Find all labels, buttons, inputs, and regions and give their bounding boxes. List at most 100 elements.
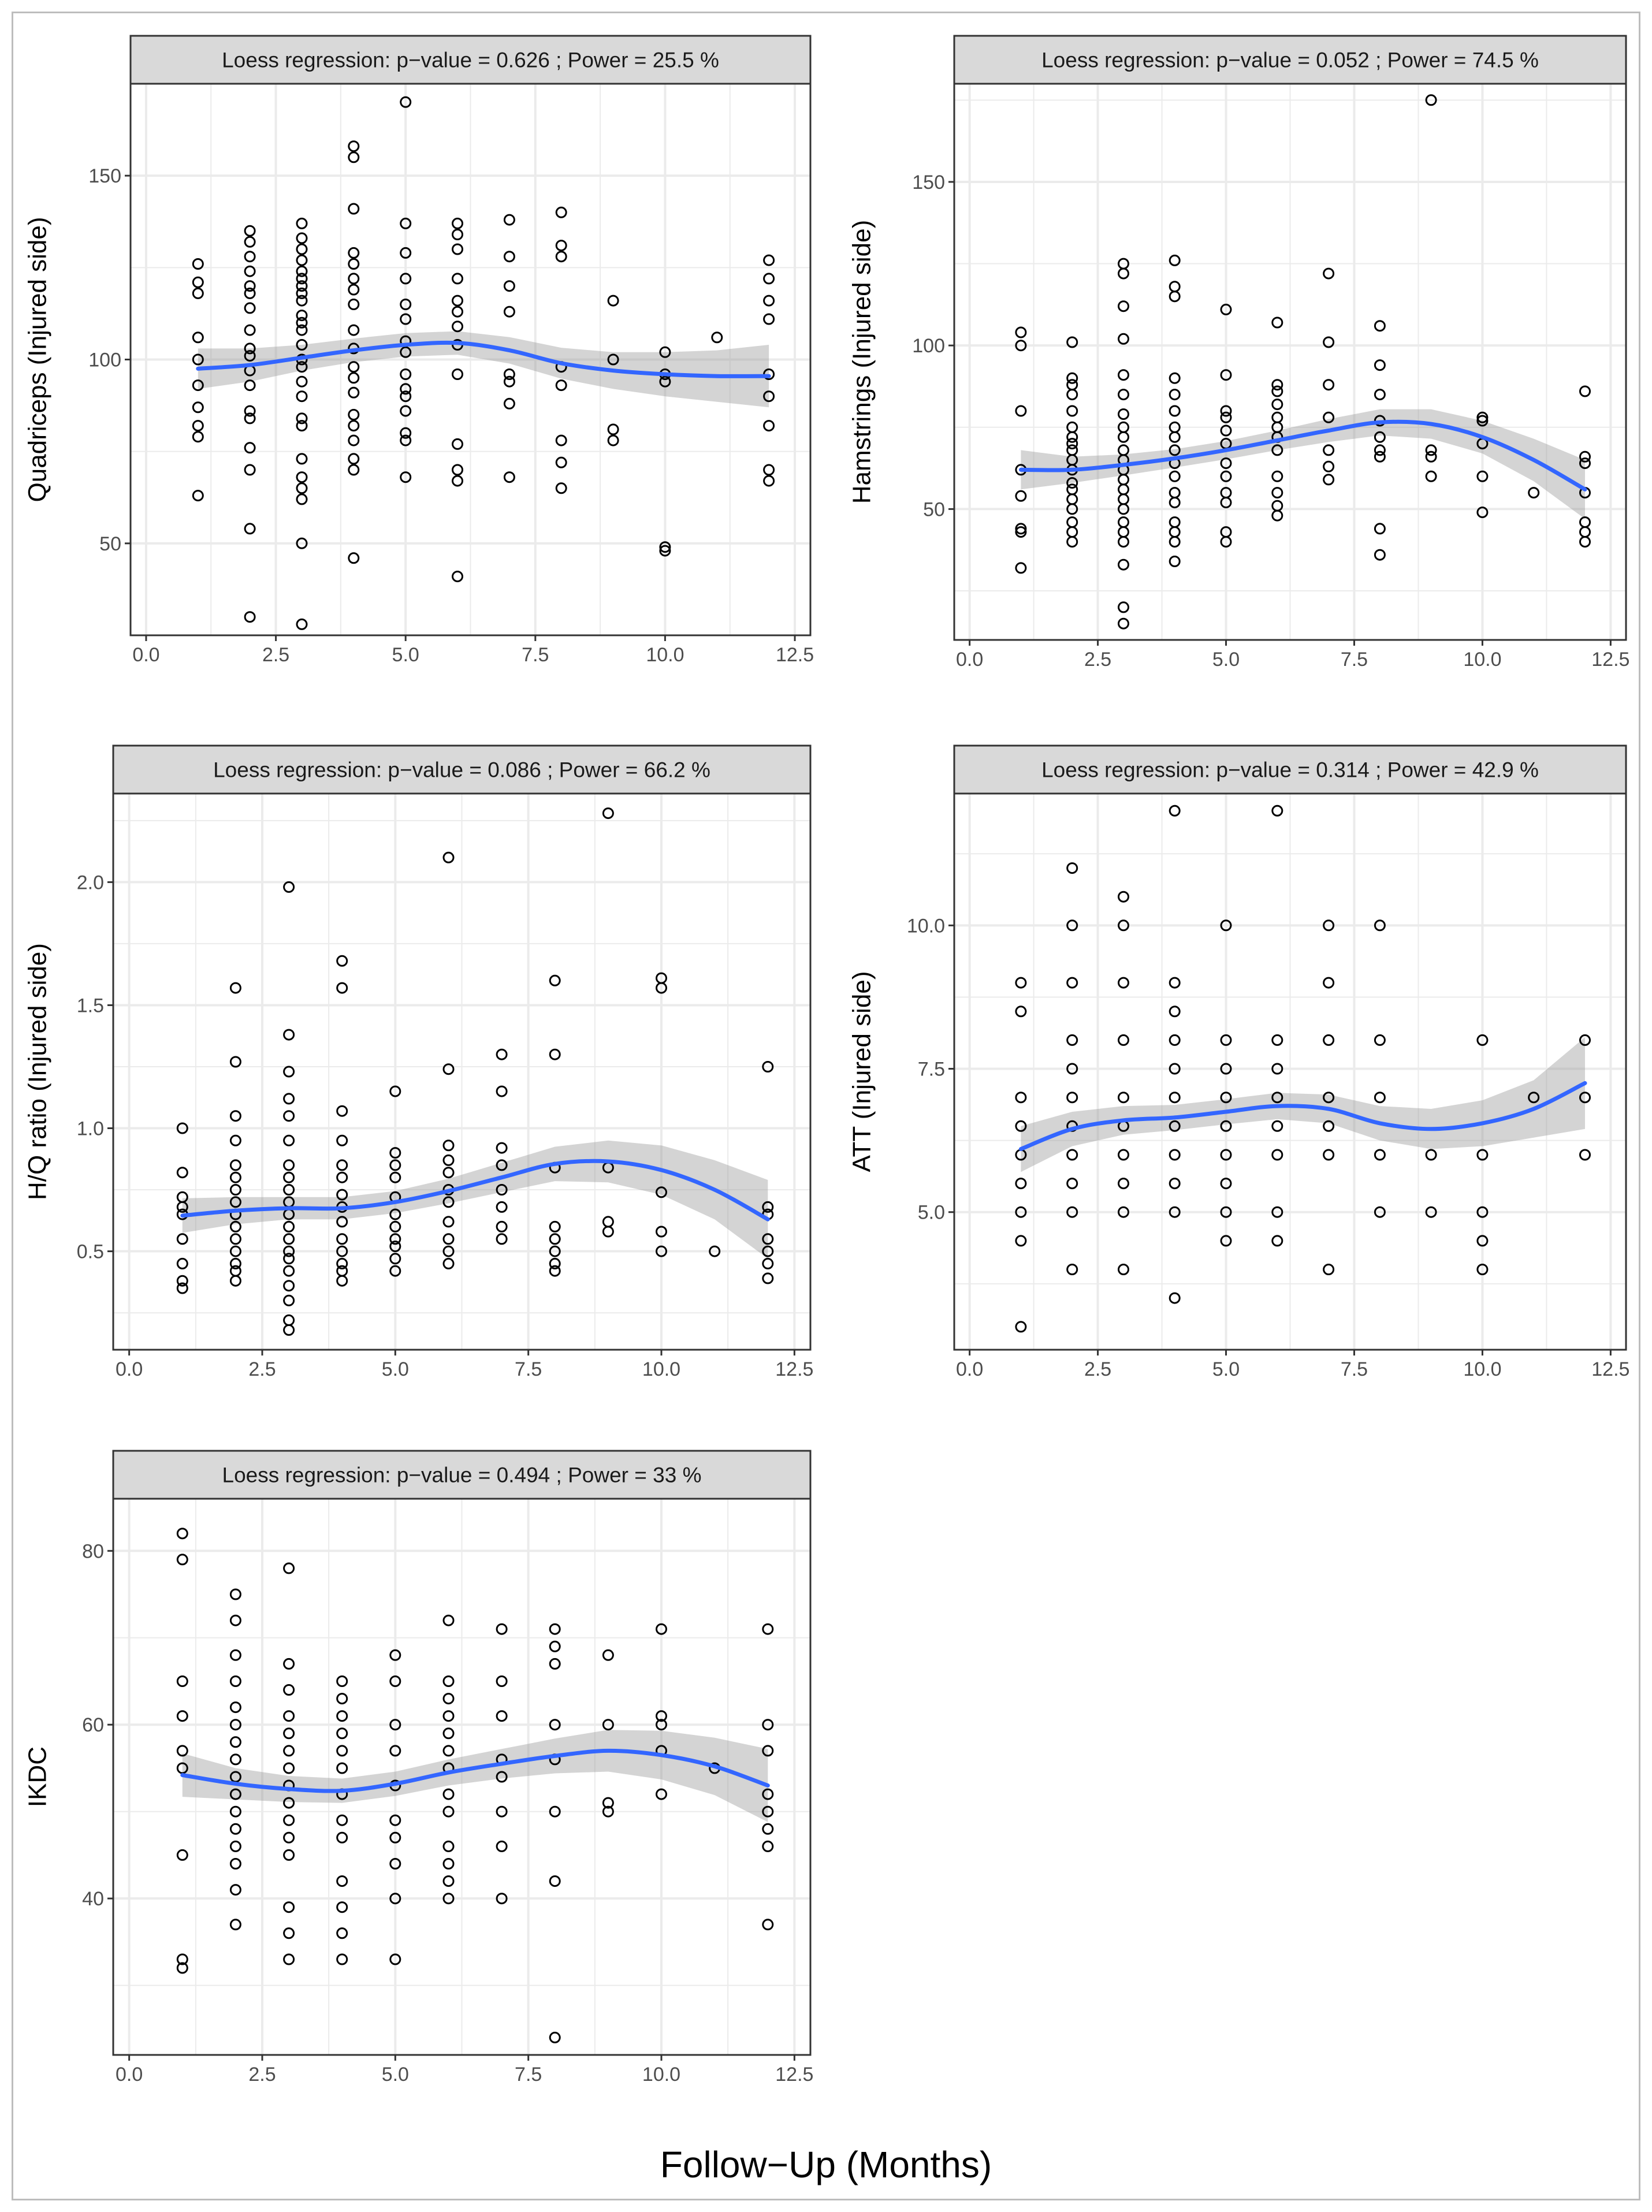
- data-point: [283, 1280, 295, 1292]
- data-point: [1476, 1264, 1489, 1275]
- data-point: [229, 1736, 241, 1748]
- data-point: [1015, 1321, 1027, 1333]
- data-point: [1374, 359, 1386, 371]
- data-point: [348, 151, 360, 163]
- data-point: [229, 1823, 241, 1835]
- data-point: [452, 295, 463, 307]
- data-point: [1118, 333, 1129, 345]
- data-point: [1271, 1034, 1283, 1046]
- data-point: [442, 1788, 455, 1800]
- data-point: [452, 321, 463, 333]
- data-point: [1066, 1092, 1078, 1104]
- data-point: [496, 1048, 508, 1060]
- x-tick-label: 7.5: [522, 644, 549, 666]
- data-point: [1066, 1206, 1078, 1218]
- data-point: [283, 1220, 295, 1232]
- data-point: [389, 1171, 401, 1183]
- data-point: [389, 1147, 401, 1159]
- data-point: [389, 1253, 401, 1265]
- x-tick-label: 5.0: [382, 1358, 409, 1380]
- loess-curve: [1018, 419, 1587, 491]
- data-point: [1169, 1120, 1181, 1132]
- data-point: [659, 545, 671, 557]
- x-tick-label: 2.5: [248, 2064, 276, 2086]
- data-point: [442, 1693, 455, 1705]
- data-point: [1220, 1235, 1232, 1247]
- data-point: [296, 412, 308, 424]
- data-point: [296, 295, 308, 307]
- data-point: [1066, 516, 1078, 528]
- loess-curve: [180, 1159, 770, 1222]
- data-point: [549, 1220, 561, 1232]
- strip-title: Loess regression: p−value = 0.494 ; Powe…: [222, 1464, 702, 1487]
- data-point: [607, 295, 619, 307]
- data-point: [1323, 411, 1335, 423]
- data-point: [762, 1745, 774, 1757]
- data-point: [244, 350, 256, 362]
- data-point: [229, 1245, 241, 1257]
- data-point: [496, 1085, 508, 1097]
- x-tick-label: 10.0: [1463, 649, 1501, 671]
- data-point: [229, 1840, 241, 1852]
- data-point: [1476, 415, 1489, 427]
- data-point: [555, 206, 567, 218]
- data-point: [296, 280, 308, 292]
- data-point: [496, 1675, 508, 1687]
- data-point: [1271, 1149, 1283, 1161]
- data-point: [1323, 267, 1335, 280]
- data-point: [296, 217, 308, 229]
- data-point: [452, 243, 463, 255]
- data-point: [1169, 421, 1181, 433]
- data-point: [283, 1727, 295, 1740]
- data-point: [283, 1658, 295, 1670]
- data-point: [244, 302, 256, 314]
- data-point: [244, 342, 256, 355]
- data-point: [1118, 1206, 1129, 1218]
- data-point: [1066, 919, 1078, 932]
- data-point: [1015, 1092, 1027, 1104]
- data-point: [763, 464, 775, 476]
- confidence-band: [182, 1140, 768, 1259]
- data-point: [244, 287, 256, 299]
- data-point: [1015, 1006, 1027, 1018]
- data-point: [283, 1093, 295, 1105]
- data-point: [1528, 1092, 1540, 1104]
- data-point: [296, 232, 308, 244]
- data-point: [496, 1220, 508, 1232]
- data-point: [336, 1265, 348, 1277]
- data-point: [602, 1649, 614, 1661]
- data-point: [1220, 1206, 1232, 1218]
- data-point: [1323, 474, 1335, 486]
- x-tick-label: 2.5: [262, 644, 289, 666]
- loess-curve: [1018, 1081, 1587, 1151]
- data-point: [296, 482, 308, 494]
- x-tick-label: 2.5: [248, 1358, 276, 1380]
- data-point: [192, 332, 204, 344]
- data-point: [503, 375, 515, 388]
- data-point: [283, 1953, 295, 1965]
- data-point: [1118, 300, 1129, 312]
- data-point: [389, 1649, 401, 1661]
- facet-panel-3: Loess regression: p−value = 0.086 ; Powe…: [24, 744, 813, 1380]
- data-point: [229, 1719, 241, 1731]
- data-point: [336, 1727, 348, 1740]
- data-point: [176, 1275, 188, 1287]
- data-point: [176, 1675, 188, 1687]
- data-point: [1374, 389, 1386, 401]
- data-point: [1579, 385, 1591, 397]
- strip-background: [953, 35, 1627, 85]
- data-point: [1271, 1206, 1283, 1218]
- data-point: [1323, 977, 1335, 989]
- data-point: [229, 1675, 241, 1687]
- data-point: [503, 251, 515, 263]
- data-point: [336, 1189, 348, 1201]
- data-point: [348, 434, 360, 446]
- data-point: [1118, 617, 1129, 630]
- data-point: [400, 247, 412, 259]
- data-point: [1015, 977, 1027, 989]
- data-point: [336, 1159, 348, 1171]
- data-point: [229, 1919, 241, 1931]
- data-point: [659, 375, 671, 388]
- data-point: [283, 1294, 295, 1306]
- data-point: [442, 1745, 455, 1757]
